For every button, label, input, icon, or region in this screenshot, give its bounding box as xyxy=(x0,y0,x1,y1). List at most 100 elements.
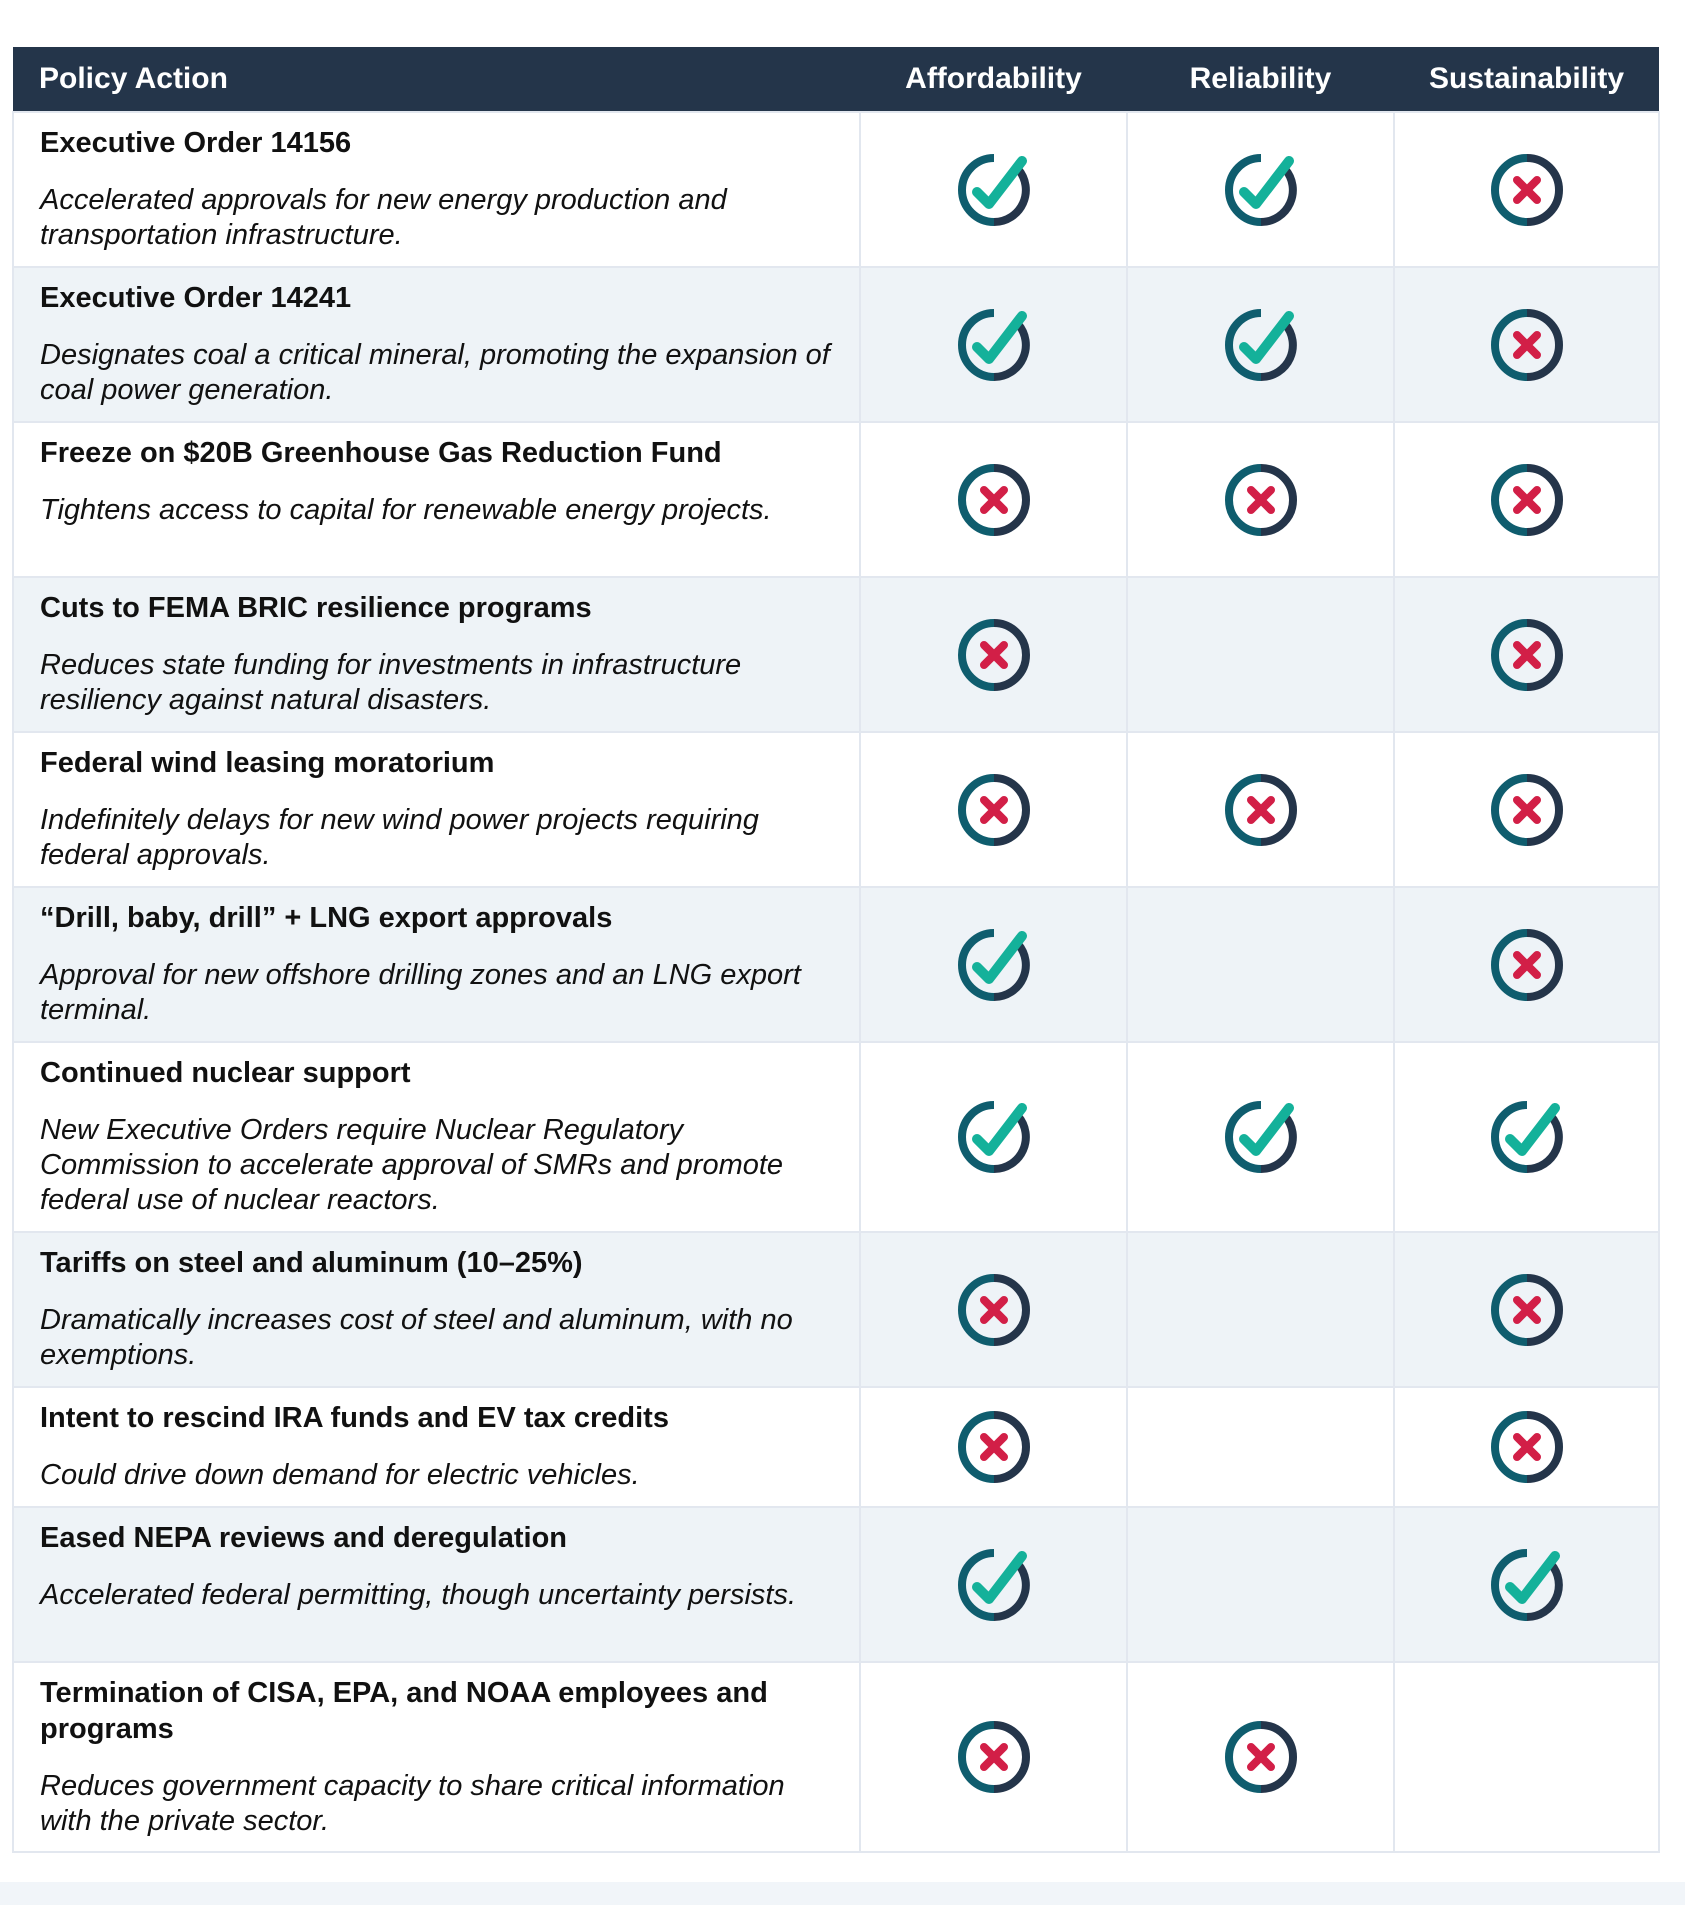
x-circle-icon xyxy=(956,462,1032,538)
table-row: Federal wind leasing moratorium Indefinit… xyxy=(12,731,1660,888)
table-row: Continued nuclear support New Executive O… xyxy=(12,1041,1660,1233)
sustainability-cell xyxy=(1393,421,1660,578)
policy-cell: Continued nuclear support New Executive O… xyxy=(12,1041,861,1233)
policy-description: Approval for new offshore drilling zones… xyxy=(40,959,801,1026)
policy-title: Tariffs on steel and aluminum (10–25%) xyxy=(40,1247,583,1279)
header-row: Policy Action Affordability Reliability … xyxy=(13,47,1659,112)
policy-title: Executive Order 14241 xyxy=(40,282,352,314)
check-circle-icon xyxy=(1223,1099,1299,1175)
policy-description: Tightens access to capital for renewable… xyxy=(40,494,772,526)
header-policy-action: Policy Action xyxy=(13,47,860,112)
x-circle-icon xyxy=(956,617,1032,693)
policy-title: Cuts to FEMA BRIC resilience programs xyxy=(40,592,592,624)
affordability-cell xyxy=(859,111,1128,268)
policy-cell: Federal wind leasing moratorium Indefinit… xyxy=(12,731,861,888)
table-row: Termination of CISA, EPA, and NOAA emplo… xyxy=(12,1661,1660,1853)
affordability-cell xyxy=(859,1386,1128,1508)
reliability-cell xyxy=(1126,111,1395,268)
reliability-cell xyxy=(1126,886,1395,1043)
x-circle-icon xyxy=(1489,927,1565,1003)
table-header: Policy Action Affordability Reliability … xyxy=(13,47,1659,112)
policy-title: Federal wind leasing moratorium xyxy=(40,747,495,779)
reliability-cell xyxy=(1126,421,1395,578)
reliability-cell xyxy=(1126,1386,1395,1508)
x-circle-icon xyxy=(1489,1272,1565,1348)
affordability-cell xyxy=(859,1661,1128,1853)
table-row: “Drill, baby, drill” + LNG export approv… xyxy=(12,886,1660,1043)
policy-cell: Freeze on $20B Greenhouse Gas Reduction … xyxy=(12,421,861,578)
sustainability-cell xyxy=(1393,576,1660,733)
policy-impact-table: Policy Action Affordability Reliability … xyxy=(12,47,1660,1853)
reliability-cell xyxy=(1126,1041,1395,1233)
policy-title: Eased NEPA reviews and deregulation xyxy=(40,1522,567,1554)
policy-cell: Eased NEPA reviews and deregulation Accel… xyxy=(12,1506,861,1663)
policy-cell: Termination of CISA, EPA, and NOAA emplo… xyxy=(12,1661,861,1853)
reliability-cell xyxy=(1126,1231,1395,1388)
policy-description: Reduces state funding for investments in… xyxy=(40,649,742,716)
sustainability-cell xyxy=(1393,266,1660,423)
policy-cell: Executive Order 14156 Accelerated approva… xyxy=(12,111,861,268)
check-circle-icon xyxy=(956,927,1032,1003)
table-row: Eased NEPA reviews and deregulation Accel… xyxy=(12,1506,1660,1663)
policy-description: Designates coal a critical mineral, prom… xyxy=(40,339,830,406)
header-affordability: Affordability xyxy=(860,47,1127,112)
table-row: Executive Order 14241 Designates coal a c… xyxy=(12,266,1660,423)
policy-description: Accelerated federal permitting, though u… xyxy=(40,1579,797,1611)
policy-title: Continued nuclear support xyxy=(40,1057,411,1089)
x-circle-icon xyxy=(956,1272,1032,1348)
check-circle-icon xyxy=(1489,1099,1565,1175)
sustainability-cell xyxy=(1393,1041,1660,1233)
policy-cell: Intent to rescind IRA funds and EV tax c… xyxy=(12,1386,861,1508)
policy-description: Dramatically increases cost of steel and… xyxy=(40,1304,793,1371)
sustainability-cell xyxy=(1393,1231,1660,1388)
x-circle-icon xyxy=(1223,1719,1299,1795)
reliability-cell xyxy=(1126,1661,1395,1853)
policy-title: Executive Order 14156 xyxy=(40,127,352,159)
check-circle-icon xyxy=(956,1547,1032,1623)
page-bottom-band xyxy=(0,1882,1685,1905)
policy-title: Freeze on $20B Greenhouse Gas Reduction … xyxy=(40,437,722,469)
policy-description: Indefinitely delays for new wind power p… xyxy=(40,804,759,871)
reliability-cell xyxy=(1126,1506,1395,1663)
policy-title: Intent to rescind IRA funds and EV tax c… xyxy=(40,1402,669,1434)
x-circle-icon xyxy=(1223,462,1299,538)
check-circle-icon xyxy=(956,307,1032,383)
header-sustainability: Sustainability xyxy=(1394,47,1659,112)
policy-title: Termination of CISA, EPA, and NOAA emplo… xyxy=(40,1677,768,1745)
reliability-cell xyxy=(1126,576,1395,733)
x-circle-icon xyxy=(1489,152,1565,228)
sustainability-cell xyxy=(1393,111,1660,268)
sustainability-cell xyxy=(1393,1386,1660,1508)
table-row: Intent to rescind IRA funds and EV tax c… xyxy=(12,1386,1660,1508)
sustainability-cell xyxy=(1393,731,1660,888)
affordability-cell xyxy=(859,886,1128,1043)
affordability-cell xyxy=(859,266,1128,423)
x-circle-icon xyxy=(1489,307,1565,383)
sustainability-cell xyxy=(1393,1506,1660,1663)
check-circle-icon xyxy=(956,1099,1032,1175)
check-circle-icon xyxy=(1223,307,1299,383)
check-circle-icon xyxy=(1223,152,1299,228)
affordability-cell xyxy=(859,576,1128,733)
policy-title: “Drill, baby, drill” + LNG export approv… xyxy=(40,902,613,934)
affordability-cell xyxy=(859,1506,1128,1663)
sustainability-cell xyxy=(1393,886,1660,1043)
header-reliability: Reliability xyxy=(1127,47,1394,112)
affordability-cell xyxy=(859,1041,1128,1233)
x-circle-icon xyxy=(956,1719,1032,1795)
table-row: Tariffs on steel and aluminum (10–25%) Dr… xyxy=(12,1231,1660,1388)
table-body: Executive Order 14156 Accelerated approva… xyxy=(12,111,1660,1853)
x-circle-icon xyxy=(1489,462,1565,538)
x-circle-icon xyxy=(1489,617,1565,693)
affordability-cell xyxy=(859,421,1128,578)
table-row: Executive Order 14156 Accelerated approva… xyxy=(12,111,1660,268)
x-circle-icon xyxy=(1489,772,1565,848)
check-circle-icon xyxy=(1489,1547,1565,1623)
check-circle-icon xyxy=(956,152,1032,228)
sustainability-cell xyxy=(1393,1661,1660,1853)
x-circle-icon xyxy=(1489,1409,1565,1485)
affordability-cell xyxy=(859,1231,1128,1388)
policy-cell: Executive Order 14241 Designates coal a c… xyxy=(12,266,861,423)
table-row: Freeze on $20B Greenhouse Gas Reduction … xyxy=(12,421,1660,578)
reliability-cell xyxy=(1126,731,1395,888)
